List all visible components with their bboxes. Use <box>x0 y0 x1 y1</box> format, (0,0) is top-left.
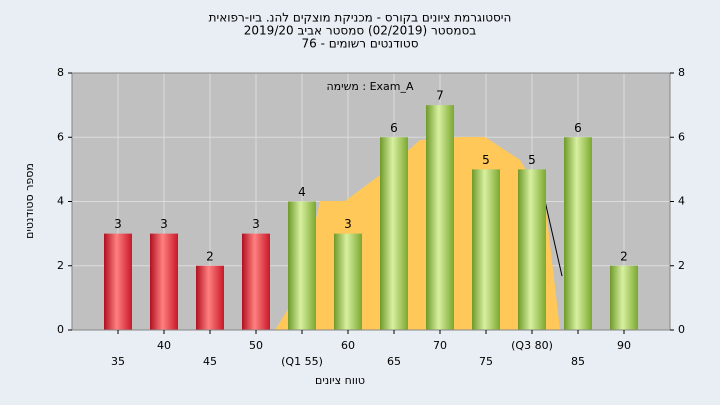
y2-tick-label: 8 <box>678 66 685 79</box>
bar <box>380 137 408 330</box>
bars <box>104 105 638 330</box>
y2-tick-label: 4 <box>678 195 685 208</box>
y-axis-label: מספר סטודנטים <box>23 163 36 239</box>
bar <box>104 233 132 330</box>
x-tick-label: 40 <box>157 339 171 352</box>
data-label: 3 <box>252 217 260 231</box>
x-tick-label: 45 <box>203 355 217 368</box>
x-tick-label: 90 <box>617 339 631 352</box>
x-tick-label: 65 <box>387 355 401 368</box>
bar <box>334 233 362 330</box>
marker-line <box>544 200 563 277</box>
bar <box>564 137 592 330</box>
bar <box>242 233 270 330</box>
y-tick-label: 4 <box>57 195 64 208</box>
x-axis-label: טווח ציונים <box>315 374 365 387</box>
y2-tick-label: 6 <box>678 130 685 143</box>
chart-subtitle: בסמסטר (02/2019) סמסטר אביב 2019/20 <box>244 24 476 38</box>
x-tick-label: 85 <box>571 355 585 368</box>
bar <box>196 265 224 330</box>
x-tick-label: 35 <box>111 355 125 368</box>
bar <box>610 265 638 330</box>
data-label: 6 <box>574 121 582 135</box>
data-label: 3 <box>114 217 122 231</box>
data-label: 7 <box>436 89 444 103</box>
annotation: משימה : Exam_A <box>326 80 414 93</box>
x-tick-label: (Q1 55) <box>281 355 323 368</box>
y-tick-label: 8 <box>57 66 64 79</box>
data-label: 2 <box>206 249 214 263</box>
data-label: 3 <box>160 217 168 231</box>
y-tick-label: 2 <box>57 259 64 272</box>
data-label: 6 <box>390 121 398 135</box>
y2-tick-label: 0 <box>678 323 685 336</box>
data-label: 5 <box>528 153 536 167</box>
bar <box>518 169 546 330</box>
data-label: 5 <box>482 153 490 167</box>
bar <box>426 105 454 330</box>
bar <box>150 233 178 330</box>
chart-title: היסטוגרמת ציונים בקורס - מכניקת מוצקים ל… <box>209 11 512 25</box>
bar <box>472 169 500 330</box>
chart-subtitle: סטודנטים רשומים - 76 <box>301 37 418 51</box>
bar <box>288 201 316 330</box>
y-tick-label: 6 <box>57 130 64 143</box>
data-label: 4 <box>298 185 306 199</box>
y-tick-label: 0 <box>57 323 64 336</box>
x-tick-label: 75 <box>479 355 493 368</box>
data-label: 3 <box>344 217 352 231</box>
x-tick-label: 60 <box>341 339 355 352</box>
x-tick-label: 50 <box>249 339 263 352</box>
y2-tick-label: 2 <box>678 259 685 272</box>
x-tick-label: (Q3 80) <box>511 339 553 352</box>
x-tick-label: 70 <box>433 339 447 352</box>
data-label: 2 <box>620 249 628 263</box>
